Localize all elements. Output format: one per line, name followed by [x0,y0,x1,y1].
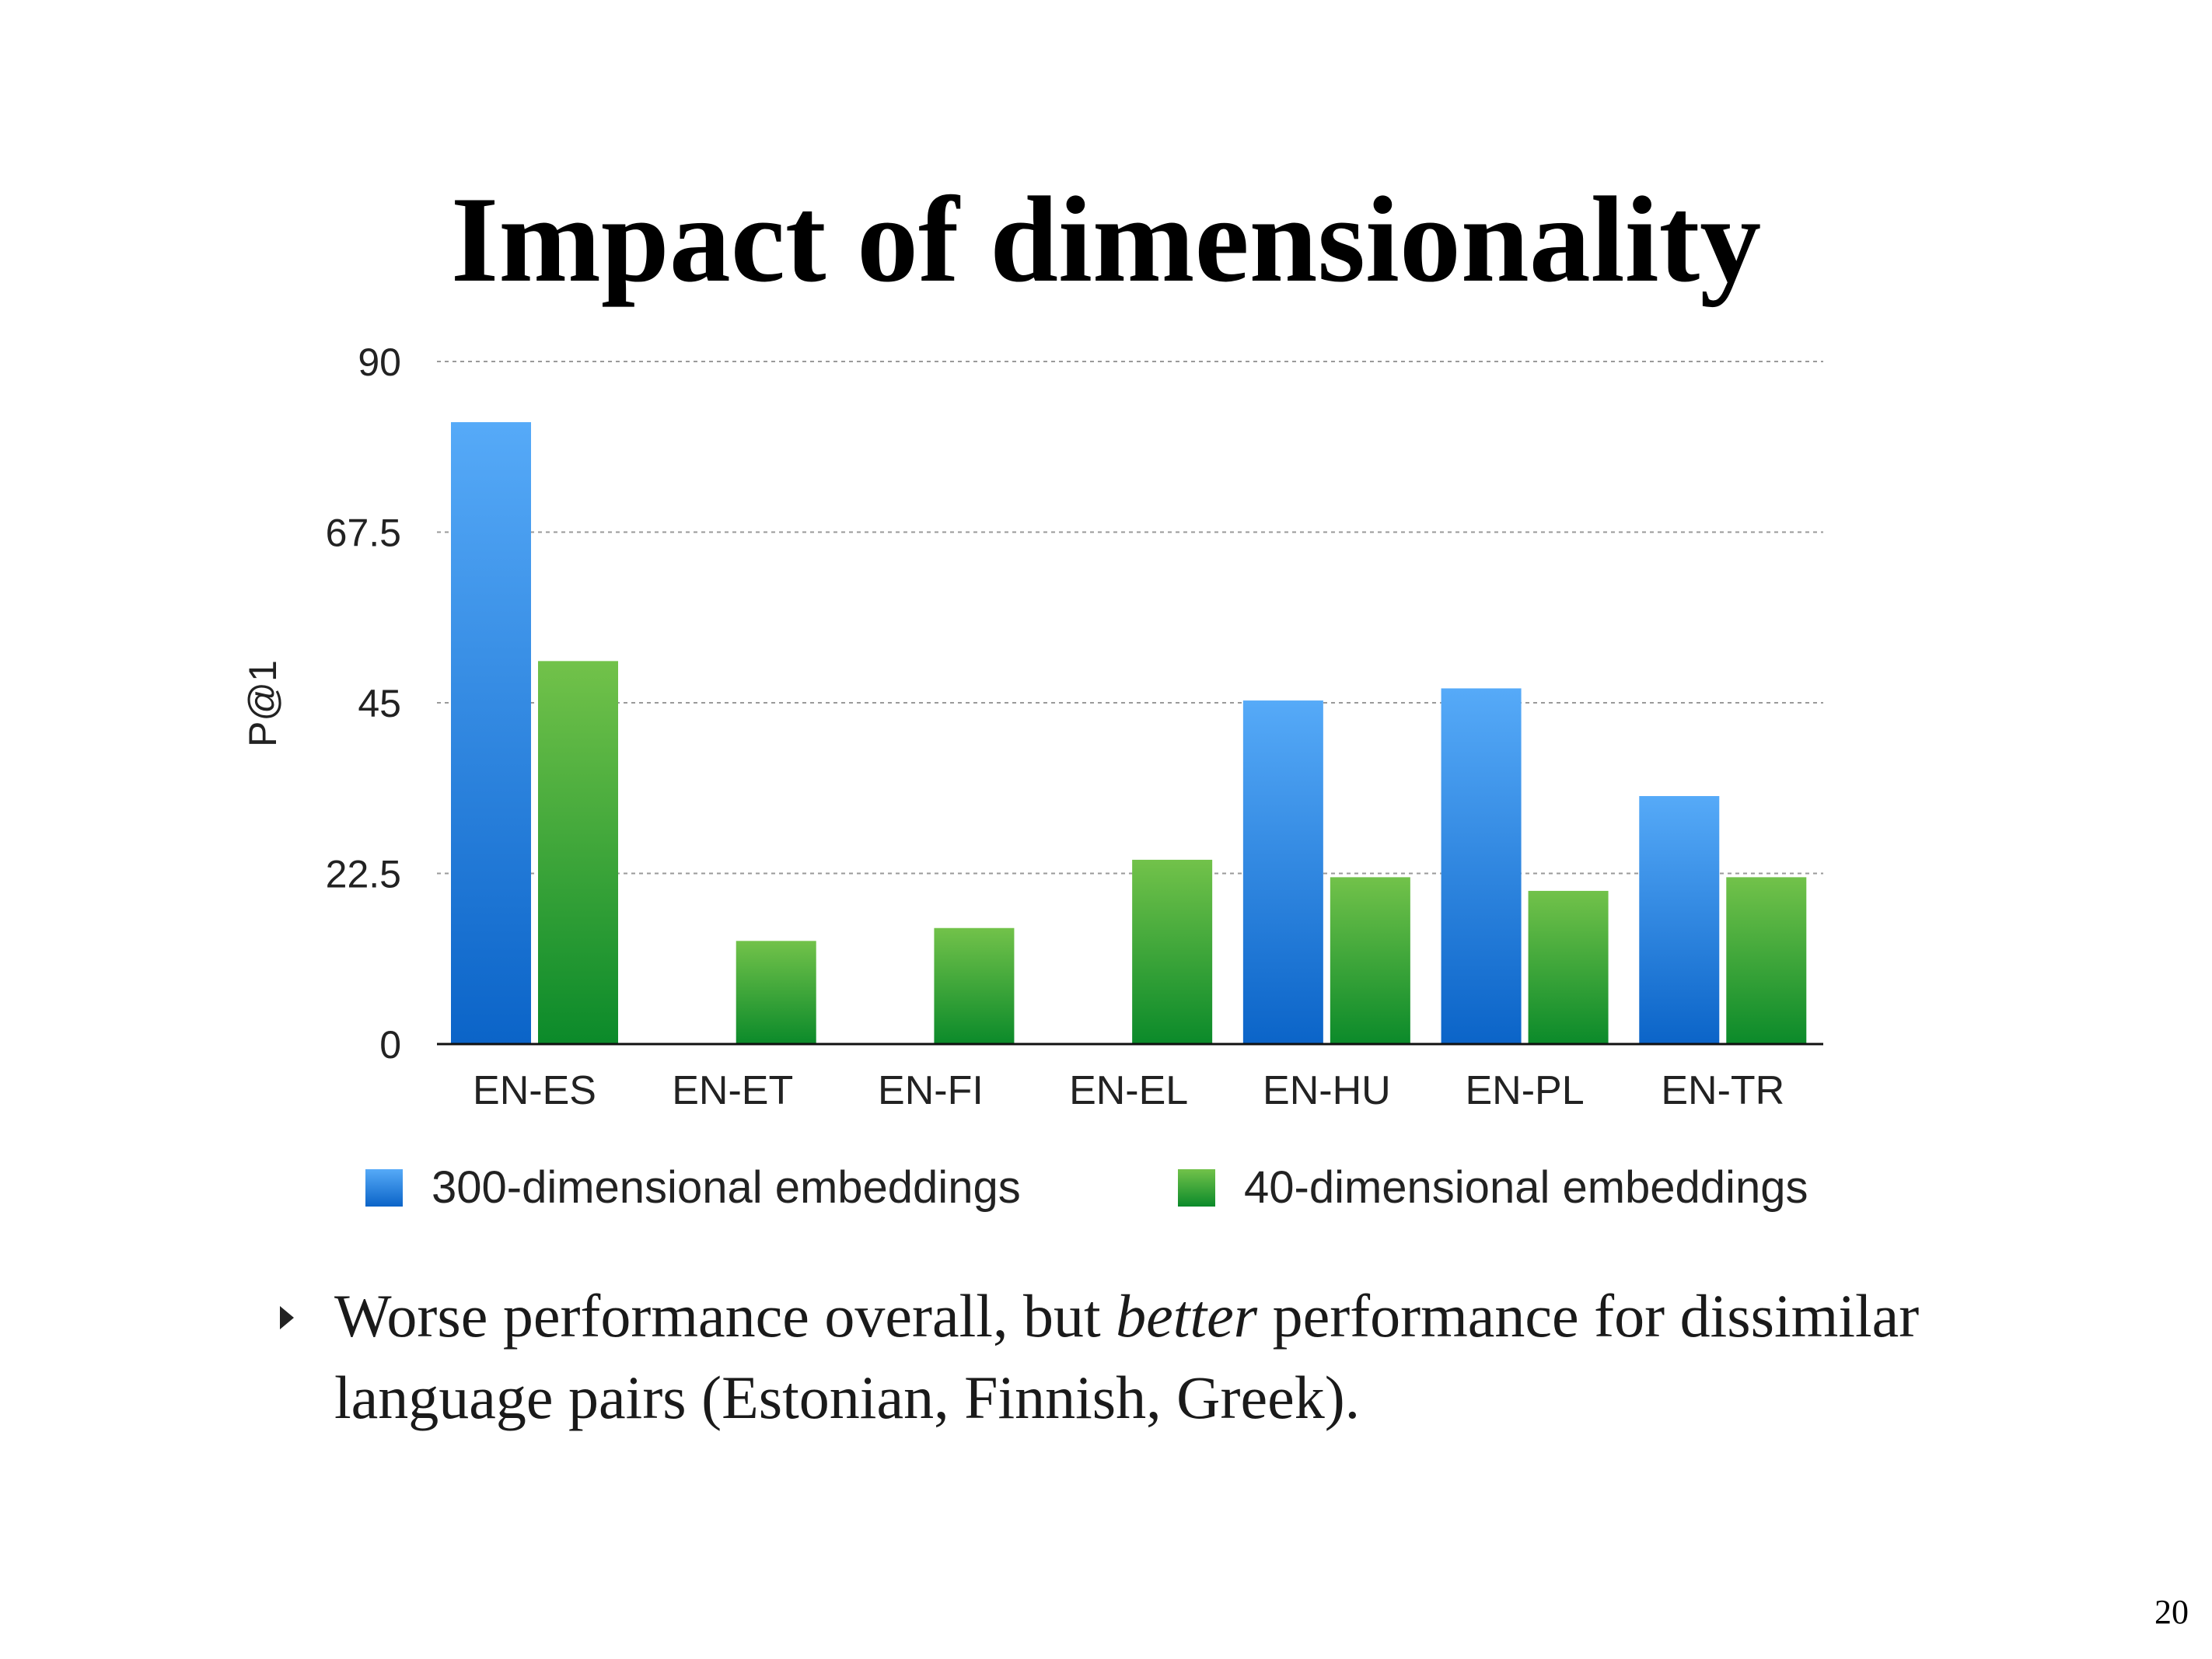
bullet-triangle-icon [280,1306,294,1329]
y-tick-label: 67.5 [326,512,401,555]
legend-swatch [365,1169,403,1207]
bar-en-el-40d [1132,859,1213,1044]
bar-en-hu-300d [1242,700,1323,1044]
bar-en-es-40d [538,661,618,1044]
axes: 0 22.5 45 67.5 90 EN-ES EN-ET EN-FI EN-EL EN-HU EN… [326,341,1823,1113]
legend-swatch [1178,1169,1215,1207]
bars [451,422,1807,1044]
bar-en-es-300d [451,422,531,1044]
x-tick-label: EN-EL [1069,1068,1188,1113]
bar-en-pl-40d [1528,890,1609,1044]
y-tick-label: 22.5 [326,853,401,896]
bullet-emphasis: better [1116,1282,1258,1350]
x-tick-label: EN-ES [473,1068,596,1113]
bar-en-tr-300d [1639,795,1720,1044]
legend: 300-dimensional embeddings 40-dimensional… [365,1162,1808,1213]
bullet-text-start: Worse performance overall, but [334,1282,1116,1350]
bar-en-fi-40d [934,927,1015,1044]
legend-label: 300-dimensional embeddings [432,1162,1021,1213]
bullet-point: Worse performance overall, but better pe… [280,1275,1967,1438]
x-tick-label: EN-ET [672,1068,793,1113]
gridlines [437,361,1823,875]
y-tick-label: 0 [379,1023,401,1067]
x-tick-label: EN-TR [1661,1068,1784,1113]
bar-en-hu-40d [1330,877,1410,1044]
x-tick-label: EN-FI [878,1068,984,1113]
bar-en-pl-300d [1441,688,1522,1044]
y-tick-label: 45 [358,682,401,725]
x-tick-label: EN-PL [1465,1068,1584,1113]
bullet-text-end: performance for dissimilar language pair… [334,1282,1920,1431]
y-axis-label: P@1 [241,660,285,747]
x-tick-label: EN-HU [1263,1068,1391,1113]
bar-en-tr-40d [1726,877,1807,1044]
bar-en-et-40d [736,941,816,1044]
page-number: 20 [2154,1593,2189,1631]
y-tick-label: 90 [358,341,401,384]
slide-title: Impact of dimensionality [450,172,1762,308]
legend-label: 40-dimensional embeddings [1244,1162,1808,1213]
